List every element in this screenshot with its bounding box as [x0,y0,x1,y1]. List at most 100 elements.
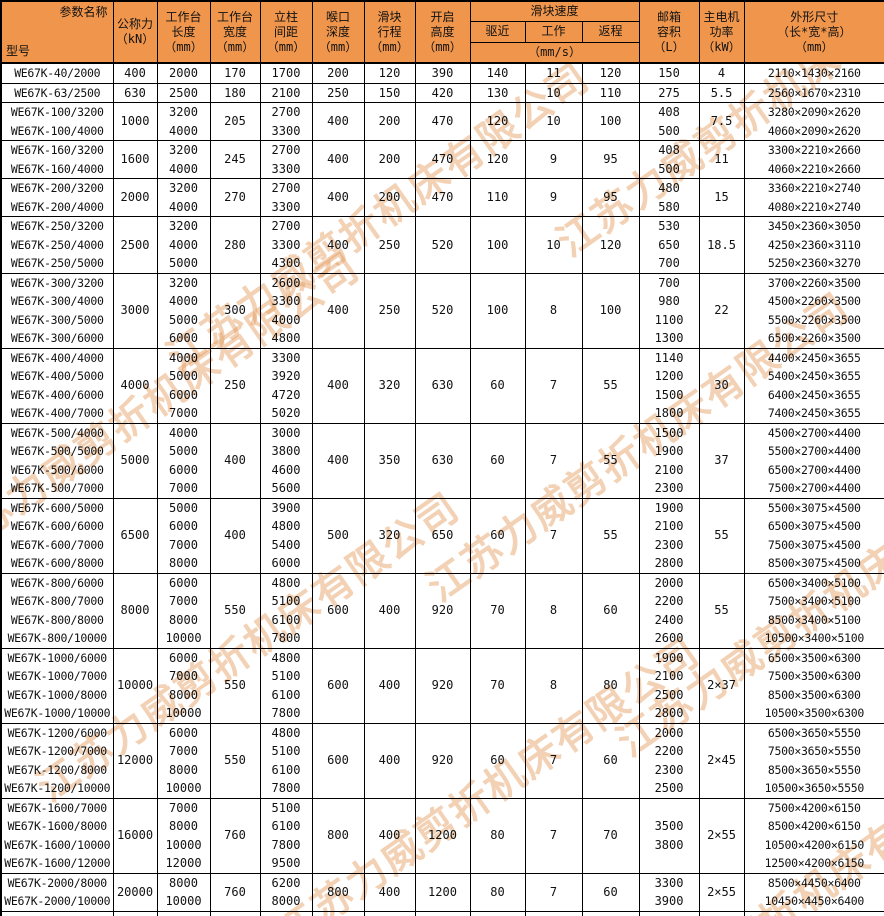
dims-cell: 6500×3400×5100 7500×3400×5100 8500×3400×… [743,572,884,649]
header-motor-power: 主电机 功率 （kW） [698,0,745,64]
working-speed-cell: 10 [524,102,583,141]
pillar-cell: 4800 5100 6100 7800 [259,647,313,724]
force-cell: 2500 [112,216,158,274]
working-speed-cell: 7 [524,347,583,424]
dims-cell: 2110×1430×2160 [743,62,884,84]
stroke-cell: 200 [363,102,416,141]
motor-cell: 2×75 [698,910,745,916]
return-speed-cell: 95 [581,178,640,217]
motor-cell: 2×37 [698,647,745,724]
pillar-cell: 1700 [259,62,313,84]
pillar-cell: 4800 5100 6100 7800 [259,722,313,799]
model-cell: WE67K-160/3200 WE67K-160/4000 [0,140,114,179]
working-speed-cell: 8 [524,647,583,724]
open-cell: 470 [414,178,471,217]
working-speed-cell: 9 [524,178,583,217]
approach-speed-cell: 70 [469,647,526,724]
stroke-cell: 250 [363,272,416,349]
table-row: WE67K-400/4000 WE67K-400/5000 WE67K-400/… [0,347,884,424]
header-speed-working: 工作 [524,20,583,43]
tank-cell: 1500 1900 2100 2300 [638,422,700,499]
tank-cell: 150 [638,62,700,84]
stroke-cell: 400 [363,722,416,799]
working-speed-cell: 7 [524,422,583,499]
motor-cell: 37 [698,422,745,499]
width-cell: 300 [209,272,261,349]
length-cell: 3200 4000 [156,102,211,141]
open-cell: 1200 [414,797,471,874]
approach-speed-cell: 60 [469,722,526,799]
working-speed-cell: 7 [524,872,583,912]
return-speed-cell: 95 [581,140,640,179]
force-cell: 1000 [112,102,158,141]
motor-cell: 22 [698,272,745,349]
tank-cell: 700 980 1100 1300 [638,272,700,349]
length-cell: 2000 [156,62,211,84]
dims-cell: 7500×4200×6150 8500×4200×6150 10500×4200… [743,797,884,874]
return-speed-cell: 55 [581,347,640,424]
stroke-cell: 400 [363,872,416,912]
working-speed-cell: 7 [524,797,583,874]
stroke-cell: 350 [363,422,416,499]
approach-speed-cell: 80 [469,872,526,912]
table-row: WE67K-1200/6000 WE67K-1200/7000 WE67K-12… [0,722,884,799]
dims-cell: 4500×2700×4400 5500×2700×4400 6500×2700×… [743,422,884,499]
tank-cell: 1140 1200 1500 1800 [638,347,700,424]
length-cell: 7000 8000 10000 12000 [156,797,211,874]
force-cell: 20000 [112,872,158,912]
model-cell: WE67K-100/3200 WE67K-100/4000 [0,102,114,141]
dims-cell: 3450×2360×3050 4250×2360×3110 5250×2360×… [743,216,884,274]
return-speed-cell: 120 [581,216,640,274]
pillar-cell: 2700 3300 [259,178,313,217]
force-cell: 8000 [112,572,158,649]
motor-cell: 55 [698,572,745,649]
table-row: WE67K-1600/7000 WE67K-1600/8000 WE67K-16… [0,797,884,874]
model-cell: WE67K-2000/8000 WE67K-2000/10000 [0,872,114,912]
tank-cell: 1900 2100 2500 2800 [638,647,700,724]
approach-speed-cell: 70 [469,572,526,649]
force-cell: 12000 [112,722,158,799]
approach-speed-cell: 110 [469,178,526,217]
width-cell: 550 [209,572,261,649]
working-speed-cell: 9 [524,140,583,179]
throat-cell: 600 [311,647,365,724]
working-speed-cell: 6 [524,910,583,916]
dims-cell: 3360×2210×2740 4080×2210×2740 [743,178,884,217]
approach-speed-cell: 100 [469,272,526,349]
working-speed-cell: 8 [524,572,583,649]
pillar-cell: 5100 6100 7800 9500 [259,797,313,874]
width-cell: 760 [209,910,261,916]
header-overall-dims: 外形尺寸 （长*宽*高） （mm） [743,0,884,64]
working-speed-cell: 10 [524,216,583,274]
header-parameter-label: 参数名称 [59,5,108,19]
open-cell: 520 [414,216,471,274]
open-cell: 470 [414,102,471,141]
dims-cell: 6500×3500×6300 7500×3500×6300 8500×3500×… [743,647,884,724]
header-tank-volume: 邮箱 容积 （L） [638,0,700,64]
open-cell: 920 [414,572,471,649]
header-table-width: 工作台 宽度 （mm） [209,0,261,64]
approach-speed-cell: 60 [469,422,526,499]
motor-cell: 55 [698,497,745,574]
model-cell: WE67K-1200/6000 WE67K-1200/7000 WE67K-12… [0,722,114,799]
open-cell: 630 [414,422,471,499]
dims-cell: 13500×6500×7200 [743,910,884,916]
pillar-cell: 9500 [259,910,313,916]
header-model-label: 型号 [6,44,31,58]
throat-cell: 400 [311,347,365,424]
tank-cell: 3800 [638,910,700,916]
model-cell: WE67K-1000/6000 WE67K-1000/7000 WE67K-10… [0,647,114,724]
return-speed-cell: 80 [581,647,640,724]
stroke-cell: 200 [363,140,416,179]
tank-cell: 1900 2100 2300 2800 [638,497,700,574]
table-row: WE67K-800/6000 WE67K-800/7000 WE67K-800/… [0,572,884,649]
throat-cell: 400 [311,422,365,499]
length-cell: 3200 4000 [156,178,211,217]
open-cell: 520 [414,272,471,349]
dims-cell: 5500×3075×4500 6500×3075×4500 7500×3075×… [743,497,884,574]
length-cell: 3200 4000 5000 6000 [156,272,211,349]
header-speed-return: 返程 [581,20,640,43]
width-cell: 180 [209,82,261,103]
tank-cell: 3300 3900 [638,872,700,912]
motor-cell: 15 [698,178,745,217]
